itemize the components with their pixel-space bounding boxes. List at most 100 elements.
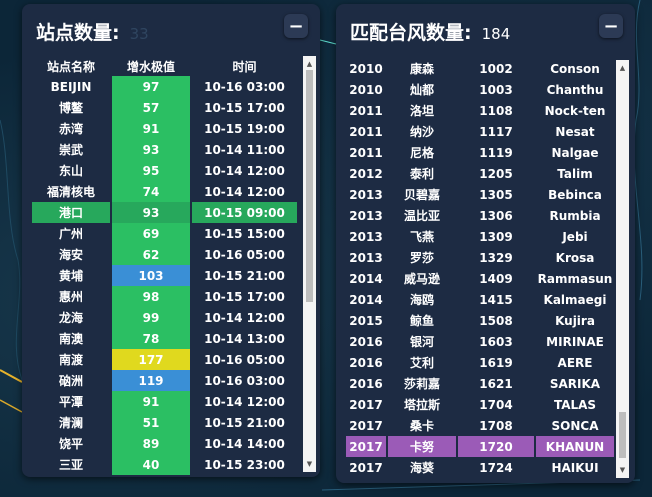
arrow-down-icon[interactable]: ▼ — [619, 466, 626, 474]
typhoon-en-name-cell: Chanthu — [546, 82, 604, 97]
station-minimize-button[interactable]: − — [284, 14, 308, 38]
surge-value-cell: 93 — [112, 139, 190, 160]
surge-value-cell: 95 — [112, 160, 190, 181]
typhoon-row[interactable]: 2011 尼格 1119 Nalgae — [346, 142, 614, 163]
station-row[interactable]: BEIJIN 97 10-16 03:00 — [32, 76, 297, 97]
typhoon-minimize-button[interactable]: − — [599, 14, 623, 38]
typhoon-row[interactable]: 2015 鲸鱼 1508 Kujira — [346, 310, 614, 331]
station-row[interactable]: 清澜 51 10-15 21:00 — [32, 412, 297, 433]
typhoon-row[interactable]: 2014 海鸥 1415 Kalmaegi — [346, 289, 614, 310]
station-table: 站点名称 增水极值 时间 BEIJIN 97 10-16 03:00 博鳌 57 10-1… — [30, 56, 299, 475]
typhoon-cn-name-cell: 飞燕 — [409, 230, 434, 244]
time-cell: 10-16 03:00 — [204, 373, 285, 388]
typhoon-row[interactable]: 2010 康森 1002 Conson — [346, 58, 614, 79]
typhoon-row[interactable]: 2017 桑卡 1708 SONCA — [346, 415, 614, 436]
station-row[interactable]: 海安 62 10-16 05:00 — [32, 244, 297, 265]
typhoon-row[interactable]: 2016 银河 1603 MIRINAE — [346, 331, 614, 352]
typhoon-row[interactable]: 2016 艾利 1619 AERE — [346, 352, 614, 373]
typhoon-en-name-cell: KHANUN — [536, 436, 614, 457]
typhoon-row[interactable]: 2011 洛坦 1108 Nock-ten — [346, 100, 614, 121]
arrow-up-icon[interactable]: ▲ — [306, 60, 313, 68]
station-row[interactable]: 龙海 99 10-14 12:00 — [32, 307, 297, 328]
typhoon-en-name-cell: SARIKA — [549, 376, 601, 391]
typhoon-row[interactable]: 2012 泰利 1205 Talim — [346, 163, 614, 184]
typhoon-row[interactable]: 2017 海葵 1724 HAIKUI — [346, 457, 614, 478]
typhoon-row[interactable]: 2017 塔拉斯 1704 TALAS — [346, 394, 614, 415]
typhoon-scrollbar[interactable]: ▲ ▼ — [616, 60, 629, 478]
station-row[interactable]: 饶平 89 10-14 14:00 — [32, 433, 297, 454]
typhoon-number-cell: 1329 — [479, 250, 513, 265]
time-cell: 10-15 21:00 — [204, 415, 285, 430]
typhoon-row[interactable]: 2014 威马逊 1409 Rammasun — [346, 268, 614, 289]
surge-value-cell: 51 — [112, 412, 190, 433]
station-row[interactable]: 硇洲 119 10-16 03:00 — [32, 370, 297, 391]
station-row[interactable]: 东山 95 10-14 12:00 — [32, 160, 297, 181]
station-row[interactable]: 三亚 40 10-15 23:00 — [32, 454, 297, 475]
station-row[interactable]: 平潭 91 10-14 12:00 — [32, 391, 297, 412]
typhoon-row[interactable]: 2013 贝碧嘉 1305 Bebinca — [346, 184, 614, 205]
typhoon-number-cell: 1724 — [479, 460, 513, 475]
typhoon-row[interactable]: 2013 罗莎 1329 Krosa — [346, 247, 614, 268]
typhoon-en-name-cell: HAIKUI — [551, 460, 599, 475]
surge-value-cell: 89 — [112, 433, 190, 454]
station-row[interactable]: 港口 93 10-15 09:00 — [32, 202, 297, 223]
typhoon-row[interactable]: 2016 莎莉嘉 1621 SARIKA — [346, 373, 614, 394]
header-time: 时间 — [232, 59, 257, 74]
time-cell: 10-15 17:00 — [204, 289, 285, 304]
typhoon-row[interactable]: 2010 灿都 1003 Chanthu — [346, 79, 614, 100]
station-name-cell: 东山 — [58, 164, 83, 178]
time-cell: 10-14 13:00 — [204, 331, 285, 346]
station-row[interactable]: 崇武 93 10-14 11:00 — [32, 139, 297, 160]
arrow-down-icon[interactable]: ▼ — [306, 460, 313, 468]
station-row[interactable]: 惠州 98 10-15 17:00 — [32, 286, 297, 307]
surge-value-cell: 93 — [112, 202, 190, 223]
station-scrollbar-thumb[interactable] — [306, 70, 313, 302]
time-cell: 10-16 05:00 — [204, 352, 285, 367]
surge-value-cell: 119 — [112, 370, 190, 391]
typhoon-cn-name-cell: 海葵 — [409, 461, 434, 475]
station-row[interactable]: 赤湾 91 10-15 19:00 — [32, 118, 297, 139]
typhoon-en-name-cell: Rammasun — [537, 271, 613, 286]
typhoon-cn-name-cell: 纳沙 — [409, 125, 434, 139]
typhoon-year-cell: 2016 — [349, 334, 383, 349]
typhoon-title-label: 匹配台风数量: — [350, 22, 472, 44]
typhoon-row[interactable]: 2017 卡努 1720 KHANUN — [346, 436, 614, 457]
station-row[interactable]: 福清核电 74 10-14 12:00 — [32, 181, 297, 202]
typhoon-year-cell: 2012 — [349, 166, 383, 181]
time-cell: 10-14 12:00 — [204, 310, 285, 325]
surge-value-cell: 62 — [112, 244, 190, 265]
typhoon-number-cell: 1720 — [458, 436, 534, 457]
typhoon-year-cell: 2011 — [349, 145, 383, 160]
typhoon-year-cell: 2014 — [349, 271, 383, 286]
typhoon-row[interactable]: 2013 温比亚 1306 Rumbia — [346, 205, 614, 226]
station-row[interactable]: 博鳌 57 10-15 17:00 — [32, 97, 297, 118]
typhoon-number-cell: 1119 — [479, 145, 513, 160]
typhoon-scrollbar-thumb[interactable] — [619, 412, 626, 458]
typhoon-year-cell: 2014 — [349, 292, 383, 307]
time-cell: 10-14 11:00 — [204, 142, 285, 157]
typhoon-panel: 匹配台风数量: 184 − 2010 康森 1002 Conson 2010 灿都 1003 C… — [336, 4, 635, 483]
station-name-cell: 南澳 — [58, 332, 83, 346]
arrow-up-icon[interactable]: ▲ — [619, 64, 626, 72]
typhoon-row[interactable]: 2013 飞燕 1309 Jebi — [346, 226, 614, 247]
station-name-cell: 海安 — [58, 248, 83, 262]
station-row[interactable]: 黄埔 103 10-15 21:00 — [32, 265, 297, 286]
typhoon-year-cell: 2017 — [349, 397, 383, 412]
typhoon-cn-name-cell: 银河 — [409, 335, 434, 349]
typhoon-count-title: 匹配台风数量: 184 — [350, 18, 510, 45]
typhoon-row[interactable]: 2011 纳沙 1117 Nesat — [346, 121, 614, 142]
station-row[interactable]: 广州 69 10-15 15:00 — [32, 223, 297, 244]
typhoon-en-name-cell: AERE — [557, 355, 593, 370]
typhoon-cn-name-cell: 灿都 — [409, 83, 434, 97]
time-cell: 10-14 12:00 — [204, 394, 285, 409]
station-title-label: 站点数量: — [36, 22, 120, 44]
station-row[interactable]: 南澳 78 10-14 13:00 — [32, 328, 297, 349]
typhoon-year-cell: 2017 — [349, 460, 383, 475]
station-scrollbar[interactable]: ▲ ▼ — [303, 56, 316, 472]
typhoon-cn-name-cell: 泰利 — [409, 167, 434, 181]
typhoon-year-cell: 2017 — [346, 436, 386, 457]
surge-value-cell: 99 — [112, 307, 190, 328]
typhoon-year-cell: 2013 — [349, 187, 383, 202]
station-name-cell: 平潭 — [58, 395, 83, 409]
station-row[interactable]: 南渡 177 10-16 05:00 — [32, 349, 297, 370]
